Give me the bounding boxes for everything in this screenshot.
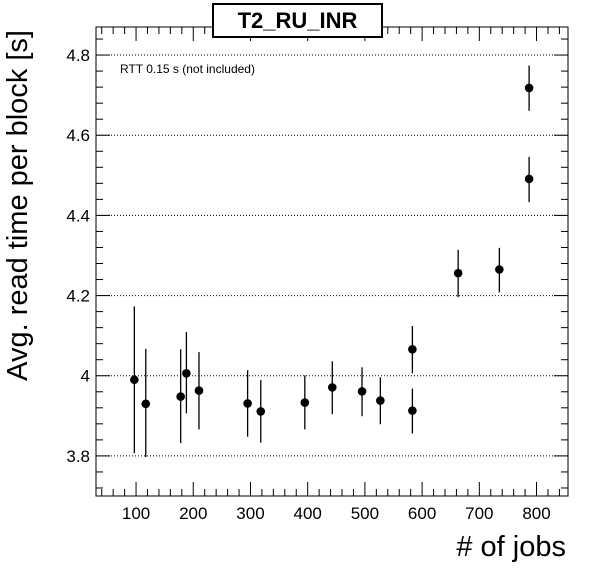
- x-axis-title: # of jobs: [456, 531, 566, 563]
- data-point: [357, 387, 367, 396]
- data-point: [408, 344, 417, 354]
- data-point: [495, 265, 504, 274]
- tick-labels: 3.8 4 4.2 4.4 4.6 4.8 100 200 300 400 500 600 700 800: [66, 46, 550, 523]
- data-point: [524, 174, 534, 184]
- y-tick-label: 4: [81, 367, 90, 386]
- data-point: [194, 386, 204, 395]
- grid-lines: [96, 54, 568, 457]
- rtt-annotation: RTT 0.15 s (not included): [120, 62, 255, 76]
- y-tick-label: 4.6: [66, 126, 90, 145]
- data-points: [130, 65, 534, 458]
- data-point: [130, 375, 139, 385]
- data-point: [524, 83, 534, 93]
- plot-frame: [95, 26, 569, 497]
- data-point: [453, 268, 463, 278]
- data-point: [141, 399, 151, 409]
- x-tick-label: 200: [179, 504, 207, 523]
- y-tick-label: 3.8: [66, 447, 90, 466]
- data-point: [243, 399, 252, 408]
- axis-ticks: [96, 27, 568, 496]
- x-tick-label: 700: [465, 504, 493, 523]
- data-point: [182, 369, 191, 378]
- y-tick-label: 4.8: [66, 46, 90, 65]
- x-tick-label: 300: [236, 504, 264, 523]
- x-tick-label: 100: [122, 504, 150, 523]
- chart-title: T2_RU_INR: [238, 8, 358, 33]
- data-point: [300, 398, 310, 407]
- x-tick-label: 800: [522, 504, 550, 523]
- y-axis-title: Avg. read time per block [s]: [2, 30, 34, 381]
- x-tick-label: 400: [293, 504, 321, 523]
- chart-title-box: T2_RU_INR: [212, 3, 383, 38]
- data-point: [408, 406, 417, 415]
- data-point: [256, 407, 266, 416]
- y-tick-label: 4.2: [66, 287, 90, 306]
- data-point: [327, 383, 337, 392]
- x-tick-label: 500: [351, 504, 379, 523]
- data-point: [376, 396, 385, 405]
- x-tick-label: 600: [408, 504, 436, 523]
- y-tick-label: 4.4: [66, 206, 90, 225]
- data-point: [176, 392, 185, 401]
